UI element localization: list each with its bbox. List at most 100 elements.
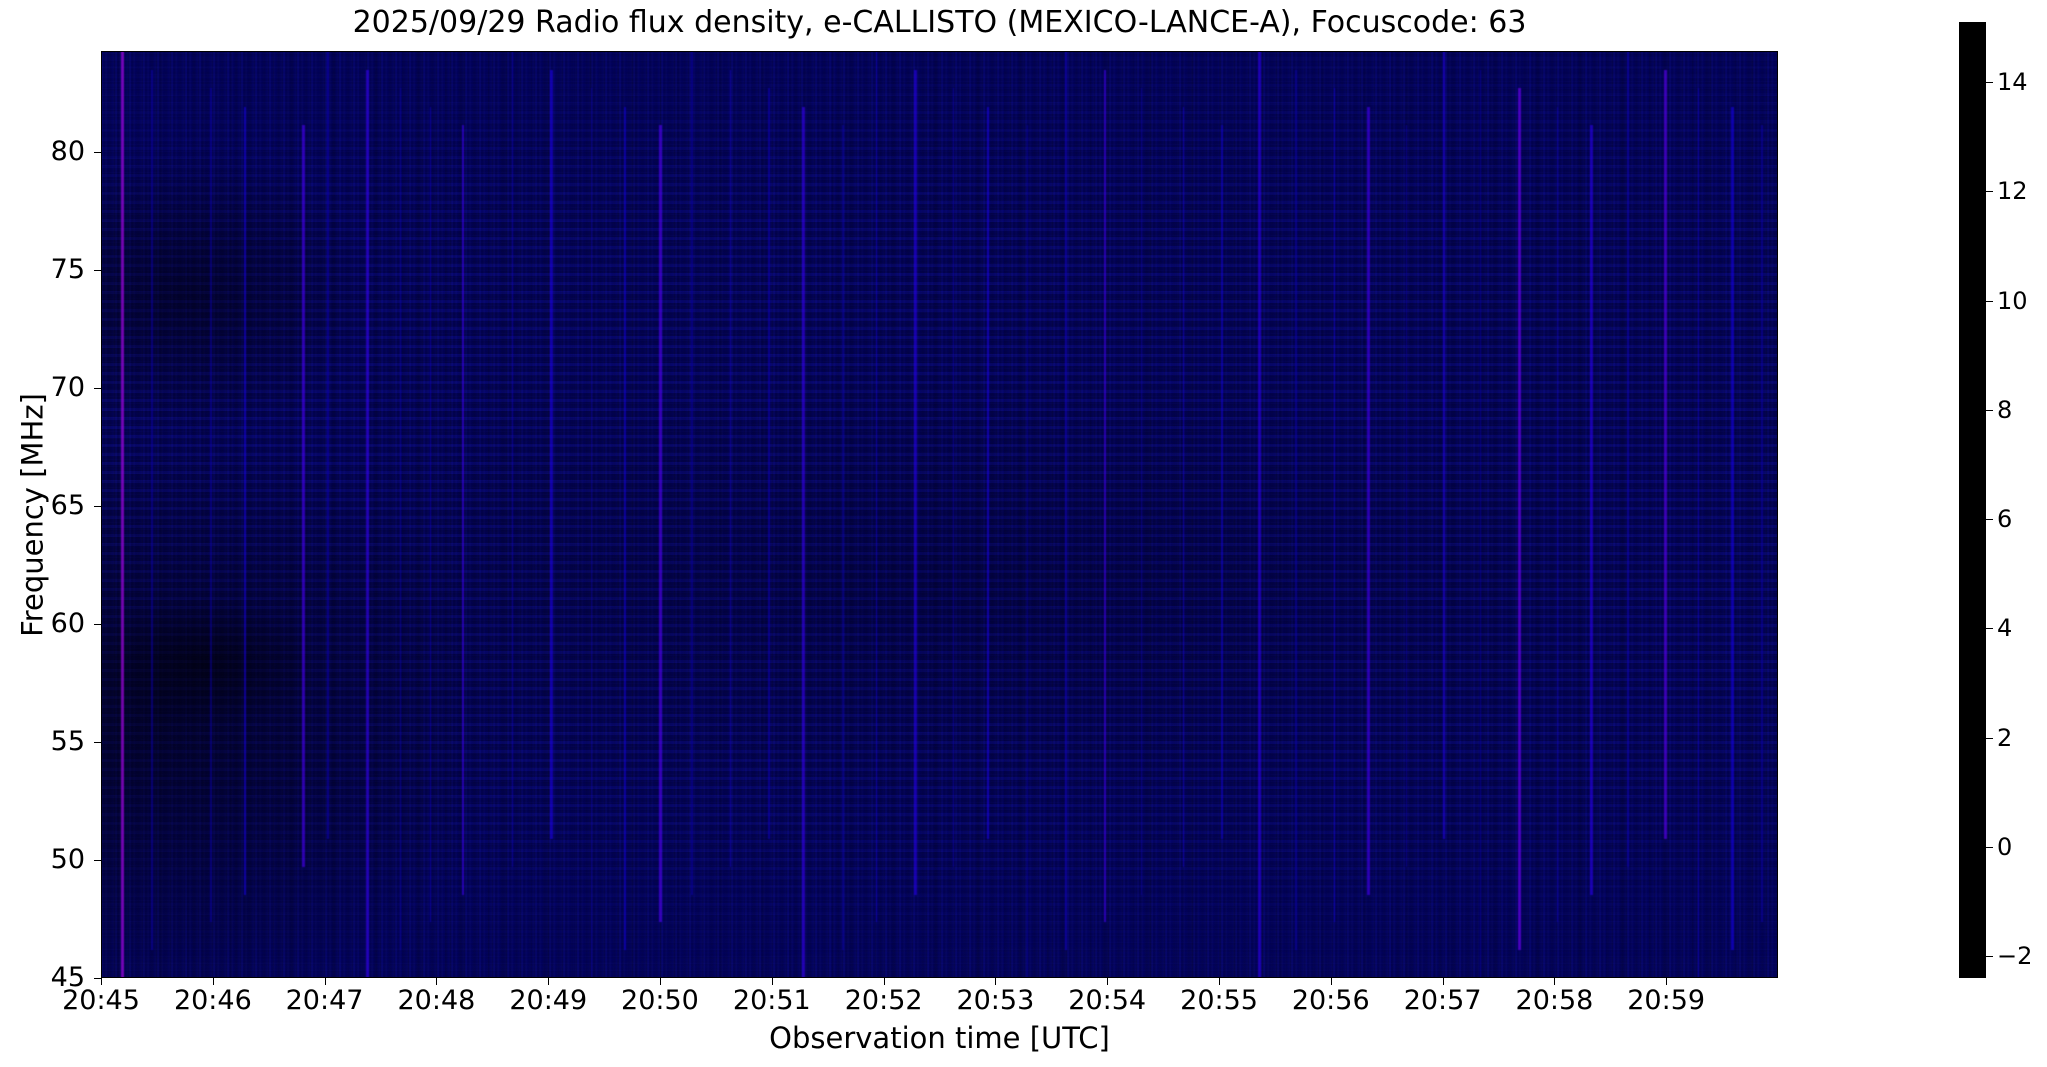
x-tick-label: 20:52 xyxy=(844,985,923,1016)
rfi-line xyxy=(691,51,693,895)
rfi-line xyxy=(1556,106,1559,923)
rfi-line xyxy=(461,125,465,895)
rfi-line xyxy=(1367,106,1370,895)
x-tick-mark xyxy=(101,978,102,985)
rfi-line xyxy=(1697,88,1700,978)
y-tick-label: 75 xyxy=(50,254,85,286)
y-tick-mark xyxy=(94,152,101,154)
colorbar-tick-label: 10 xyxy=(1997,286,2028,315)
colorbar-tick-label: 12 xyxy=(1997,177,2028,206)
x-tick-mark xyxy=(548,978,550,985)
colorbar-tick-mark xyxy=(1986,191,1993,193)
spectrogram-envelope-layer xyxy=(101,51,1778,978)
rfi-line xyxy=(511,51,514,867)
rfi-line xyxy=(986,106,990,839)
rfi-line xyxy=(302,125,305,867)
rfi-line xyxy=(768,88,770,839)
x-tick-mark xyxy=(1219,978,1221,985)
x-tick-mark xyxy=(1442,978,1444,985)
rfi-line xyxy=(121,51,124,978)
x-tick-label: 20:56 xyxy=(1291,985,1370,1016)
colorbar-tick-mark xyxy=(1986,409,1993,411)
y-tick-label: 80 xyxy=(50,136,85,168)
colorbar-tick-label: 0 xyxy=(1997,832,2013,861)
rfi-line xyxy=(1065,51,1067,951)
x-tick-label: 20:53 xyxy=(956,985,1035,1016)
colorbar-tick-label: −2 xyxy=(1997,942,2033,971)
rfi-line xyxy=(802,106,805,978)
x-tick-label: 20:47 xyxy=(285,985,364,1016)
x-tick-mark xyxy=(883,978,885,985)
colorbar[interactable] xyxy=(1959,22,1986,978)
page-title: 2025/09/29 Radio flux density, e-CALLIST… xyxy=(352,5,1527,40)
x-tick-mark xyxy=(659,978,661,985)
x-tick-mark xyxy=(771,978,773,985)
y-tick-label: 55 xyxy=(50,726,85,758)
rfi-line xyxy=(1405,125,1408,867)
colorbar-tick-mark xyxy=(1986,300,1993,302)
rfi-line xyxy=(1140,88,1143,895)
x-tick-mark xyxy=(995,978,997,985)
y-tick-mark xyxy=(94,270,101,272)
colorbar-tick-label: 4 xyxy=(1997,614,2013,643)
rfi-line xyxy=(1221,125,1223,839)
rfi-line xyxy=(210,88,212,923)
colorbar-tick-label: 6 xyxy=(1997,505,2013,534)
x-tick-label: 20:46 xyxy=(173,985,252,1016)
x-tick-label: 20:57 xyxy=(1403,985,1482,1016)
x-tick-label: 20:49 xyxy=(509,985,588,1016)
rfi-line xyxy=(1664,69,1667,839)
y-tick-label: 45 xyxy=(50,962,85,993)
rfi-line xyxy=(327,51,329,839)
colorbar-tick-mark xyxy=(1986,956,1993,958)
x-tick-mark xyxy=(324,978,326,985)
colorbar-gradient xyxy=(1960,23,1985,977)
y-tick-mark xyxy=(94,978,101,979)
rfi-line xyxy=(952,88,955,867)
x-tick-label: 20:55 xyxy=(1180,985,1258,1016)
x-tick-label: 20:50 xyxy=(621,985,699,1016)
x-tick-mark xyxy=(1666,978,1668,985)
rfi-line xyxy=(243,106,247,895)
colorbar-tick-mark xyxy=(1986,737,1993,739)
rfi-line xyxy=(1182,106,1185,867)
rfi-line xyxy=(842,125,844,951)
y-tick-mark xyxy=(94,388,101,390)
rfi-line xyxy=(590,88,593,978)
rfi-line xyxy=(1442,51,1446,839)
rfi-line xyxy=(1590,125,1593,895)
x-tick-label: 20:54 xyxy=(1068,985,1147,1016)
rfi-line xyxy=(1103,69,1107,923)
x-tick-label: 20:48 xyxy=(397,985,476,1016)
y-tick-label: 50 xyxy=(50,844,85,876)
y-tick-mark xyxy=(94,860,101,862)
rfi-line xyxy=(1295,69,1297,951)
rfi-line xyxy=(624,106,626,951)
colorbar-tick-label: 8 xyxy=(1997,395,2013,424)
y-axis-label: Frequency [MHz] xyxy=(15,392,49,637)
colorbar-tick-mark xyxy=(1986,628,1993,630)
rfi-line xyxy=(1258,51,1261,978)
rfi-line xyxy=(729,69,732,867)
colorbar-tick-mark xyxy=(1986,82,1993,84)
x-tick-label: 20:45 xyxy=(62,985,140,1016)
spectrogram-image[interactable] xyxy=(101,51,1778,978)
spectrogram-rfi-layer xyxy=(101,51,1778,978)
rfi-line xyxy=(151,69,153,951)
colorbar-tick-label: 14 xyxy=(1997,68,2028,97)
x-axis-label: Observation time [UTC] xyxy=(769,1021,1110,1055)
x-tick-label: 20:51 xyxy=(732,985,811,1016)
rfi-line xyxy=(1761,125,1763,923)
x-tick-mark xyxy=(1554,978,1556,985)
y-tick-label: 65 xyxy=(50,490,85,522)
rfi-line xyxy=(429,106,432,923)
rfi-line xyxy=(1627,51,1629,867)
rfi-line xyxy=(659,125,662,923)
rfi-line xyxy=(399,88,402,951)
y-tick-mark xyxy=(94,506,101,508)
x-tick-mark xyxy=(1330,978,1332,985)
rfi-line xyxy=(366,69,369,978)
rfi-line xyxy=(1026,125,1029,978)
y-tick-mark xyxy=(94,624,101,626)
